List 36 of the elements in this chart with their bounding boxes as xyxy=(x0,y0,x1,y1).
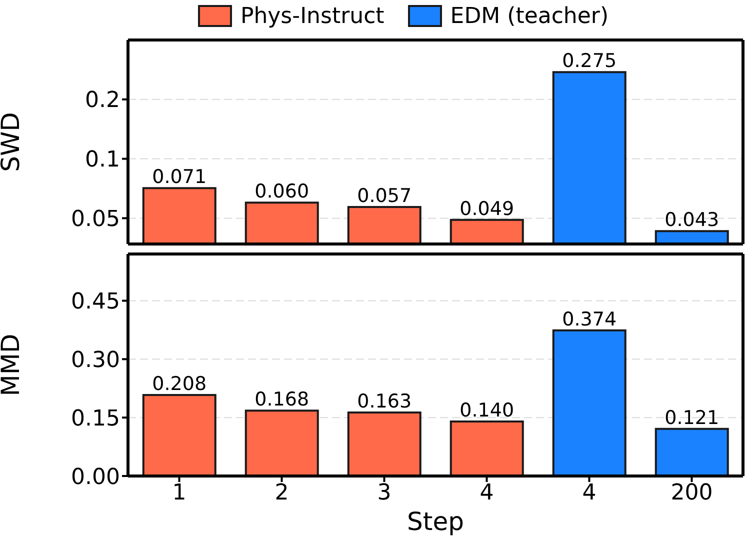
x-axis-title: Step xyxy=(407,507,464,536)
legend-label: Phys-Instruct xyxy=(240,4,384,28)
x-tick-label: 4 xyxy=(582,480,596,506)
x-tick-label: 1 xyxy=(172,480,186,506)
y-tick-label: 0.15 xyxy=(71,406,120,432)
bar xyxy=(450,420,524,476)
x-tick-label: 2 xyxy=(274,480,289,506)
x-tick-label: 4 xyxy=(480,480,494,506)
y-axis-title: SWD xyxy=(0,112,25,172)
data-label: 0.208 xyxy=(152,372,207,395)
data-label: 0.121 xyxy=(664,406,720,429)
data-label: 0.163 xyxy=(357,390,412,413)
data-label: 0.168 xyxy=(254,388,310,411)
y-axis-title: MMD xyxy=(0,334,25,396)
data-label: 0.057 xyxy=(357,184,412,207)
x-tick-label: 200 xyxy=(670,480,713,506)
bar xyxy=(142,394,216,476)
data-label: 0.275 xyxy=(562,50,617,72)
y-tick-label: 0.1 xyxy=(85,148,120,173)
data-label: 0.049 xyxy=(460,198,514,220)
bar xyxy=(347,412,422,476)
data-label: 0.060 xyxy=(254,180,310,203)
data-label: 0.043 xyxy=(664,209,720,232)
bar xyxy=(552,329,626,476)
y-tick-label: 0.2 xyxy=(85,88,120,114)
y-tick-label: 0.45 xyxy=(71,290,120,315)
legend-label: EDM (teacher) xyxy=(450,4,609,28)
bar xyxy=(654,428,729,476)
y-tick-label: 0.30 xyxy=(71,348,120,373)
y-tick-label: 0.05 xyxy=(71,207,120,232)
data-label: 0.071 xyxy=(152,166,207,188)
data-label: 0.374 xyxy=(562,308,617,330)
bar xyxy=(244,410,319,476)
data-label: 0.140 xyxy=(460,399,514,422)
y-tick-label: 0.00 xyxy=(71,464,120,490)
x-tick-label: 3 xyxy=(377,480,392,506)
